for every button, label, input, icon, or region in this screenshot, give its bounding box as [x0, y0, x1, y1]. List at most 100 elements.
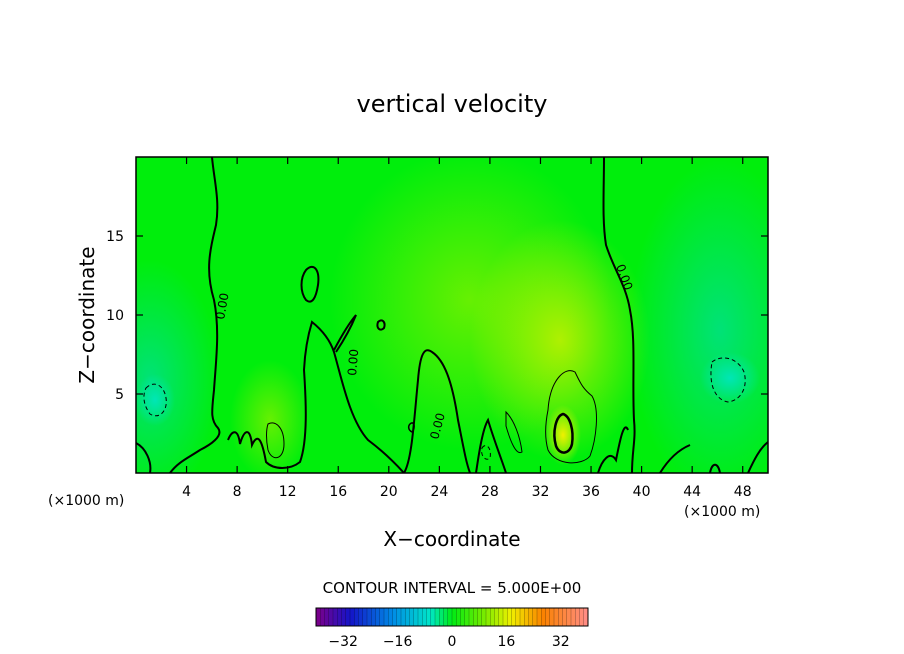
- colorbar-swatch: [515, 608, 521, 626]
- x-tick-label: 36: [582, 484, 600, 500]
- colorbar-swatch: [320, 608, 325, 626]
- colorbar-swatch: [443, 608, 449, 626]
- x-tick-label: 16: [329, 484, 347, 500]
- colorbar-swatch: [358, 608, 364, 626]
- colorbar-swatch: [379, 608, 385, 626]
- y-tick-label: 15: [106, 229, 124, 245]
- x-tick-label: 20: [380, 484, 398, 500]
- colorbar-swatch: [545, 608, 551, 626]
- colorbar-tick-label: 16: [497, 634, 515, 650]
- contour-max-warm-thin: [545, 370, 597, 464]
- colorbar-swatch: [524, 608, 529, 626]
- x-tick-label: 24: [430, 484, 448, 500]
- contour-interval-text: CONTOUR INTERVAL = 5.000E+00: [323, 579, 582, 597]
- x-tick-label: 40: [633, 484, 651, 500]
- colorbar-swatch: [435, 608, 440, 626]
- x-tick-label: 32: [532, 484, 550, 500]
- colorbar-swatch: [549, 608, 555, 626]
- colorbar-swatch: [464, 608, 470, 626]
- zero-contour-far-right-dot: [709, 463, 721, 473]
- x-tick-label: 28: [481, 484, 499, 500]
- x-tick-label: 48: [734, 484, 752, 500]
- colorbar-swatch: [532, 608, 538, 626]
- colorbar-swatch: [456, 608, 461, 626]
- zero-contour-far-right: [747, 441, 768, 473]
- colorbar-swatch: [477, 608, 483, 626]
- contour-lines: [136, 157, 768, 473]
- colorbar-swatch: [401, 608, 406, 626]
- zero-contour-right-low: [597, 426, 629, 473]
- colorbar-swatch: [337, 608, 342, 626]
- cool-region-right: [630, 160, 768, 473]
- x-tick-label: 12: [279, 484, 297, 500]
- colorbar-swatch: [566, 608, 572, 626]
- colorbar-swatch: [409, 608, 415, 626]
- colorbar: [315, 607, 589, 627]
- colorbar-swatch: [396, 608, 402, 626]
- x-tick-label: 8: [233, 484, 242, 500]
- colorbar-swatch: [562, 608, 568, 626]
- zero-contour-upper-loop: [300, 265, 320, 303]
- colorbar-swatch: [422, 608, 427, 626]
- chart-title: vertical velocity: [357, 90, 548, 118]
- colorbar-swatch: [460, 608, 466, 626]
- colorbar-swatch: [498, 608, 504, 626]
- warm-region-mid: [470, 220, 650, 460]
- x-units-right: (×1000 m): [684, 504, 760, 520]
- y-axis-label: Z−coordinate: [75, 246, 99, 383]
- colorbar-swatch: [558, 608, 563, 626]
- colorbar-swatch: [554, 608, 559, 626]
- warm-region-hot: [545, 405, 581, 465]
- zero-contour-right: [602, 157, 636, 473]
- colorbar-swatch: [511, 608, 517, 626]
- colorbar-swatch: [375, 608, 381, 626]
- colorbar-swatch: [388, 608, 393, 626]
- plot-area: 0.00 0.00 0.00 0.00: [136, 157, 768, 473]
- x-axis: 4 8 12 16 20 24 28 32 36 40 44 48: [182, 157, 752, 500]
- colorbar-swatch: [473, 608, 478, 626]
- colorbar-swatch: [418, 608, 423, 626]
- colorbar-swatch: [520, 608, 525, 626]
- colorbar-swatch: [490, 608, 495, 626]
- colorbar-swatch: [333, 608, 338, 626]
- colorbar-swatch: [367, 608, 372, 626]
- colorbar-swatch: [371, 608, 376, 626]
- colorbar-swatch: [503, 608, 508, 626]
- colorbar-swatch: [447, 608, 453, 626]
- colorbar-tick-label: −16: [383, 634, 413, 650]
- colorbar-swatch: [430, 608, 436, 626]
- colorbar-swatch: [494, 608, 500, 626]
- colorbar-swatch: [328, 608, 334, 626]
- colorbar-swatch: [350, 608, 355, 626]
- colorbar-swatch: [579, 608, 585, 626]
- colorbar-swatch: [439, 608, 444, 626]
- cool-region-left-core: [136, 374, 175, 426]
- zero-contour-small-loop: [376, 319, 386, 331]
- contour-max-hot: [553, 412, 574, 454]
- zero-contour-left: [169, 157, 221, 473]
- colorbar-swatch: [345, 608, 351, 626]
- colorbar-swatch: [481, 608, 487, 626]
- colorbar-tick-label: 32: [552, 634, 570, 650]
- y-tick-label: 5: [115, 387, 124, 403]
- zero-contour-mid: [475, 417, 507, 473]
- colorbar-swatch: [384, 608, 389, 626]
- zero-contour-right-small: [659, 444, 691, 473]
- contour-min-right-dashed: [710, 357, 746, 403]
- contour-max-left-thin: [266, 422, 285, 459]
- cool-region-right-core: [700, 352, 760, 404]
- colorbar-tick-label: 0: [448, 634, 457, 650]
- colorbar-swatch: [324, 608, 330, 626]
- colorbar-tick-label: −32: [328, 634, 358, 650]
- zero-contour-small-left: [407, 422, 415, 433]
- y-tick-label: 10: [106, 308, 124, 324]
- colorbar-frame: [315, 607, 589, 627]
- colorbar-swatch: [405, 608, 410, 626]
- zero-contour-left-low: [136, 442, 152, 473]
- field-shading: [136, 157, 768, 473]
- x-tick-label: 44: [683, 484, 701, 500]
- contour-min-left-dashed: [143, 383, 167, 417]
- contour-label: 0.00: [213, 292, 231, 321]
- x-tick-label: 4: [182, 484, 191, 500]
